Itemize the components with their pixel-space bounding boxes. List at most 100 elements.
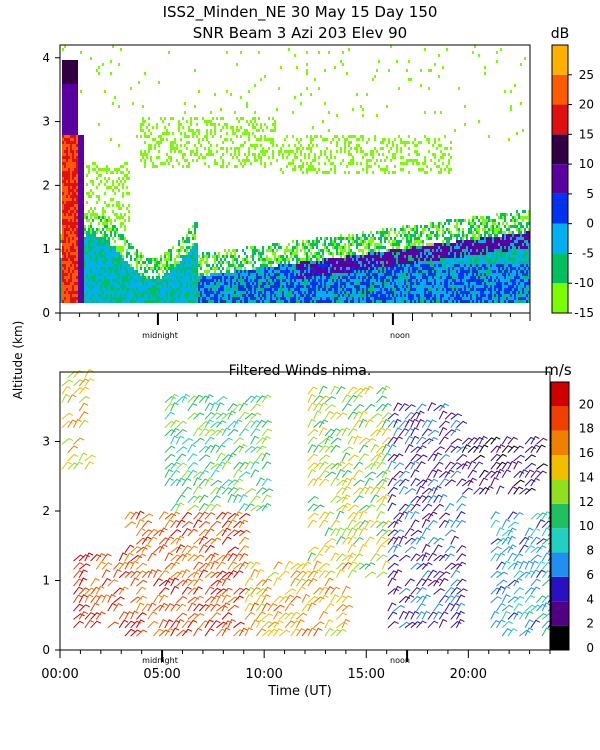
snr-cell	[296, 249, 298, 252]
snr-cell	[328, 51, 330, 54]
snr-cell	[340, 300, 342, 303]
snr-cell	[96, 294, 98, 297]
snr-cell	[418, 249, 420, 252]
snr-cell	[190, 117, 192, 120]
snr-cell	[170, 144, 172, 147]
snr-cell	[60, 258, 62, 261]
snr-cell	[308, 240, 310, 243]
snr-cell	[368, 279, 370, 282]
snr-cell	[144, 276, 146, 279]
snr-cell	[380, 261, 382, 264]
snr-cell	[334, 273, 336, 276]
snr-cell	[108, 264, 110, 267]
snr-cell	[238, 300, 240, 303]
snr-cell	[192, 288, 194, 291]
snr-cell	[392, 255, 394, 258]
snr-cell	[406, 291, 408, 294]
snr-cell	[400, 138, 402, 141]
snr-cell	[164, 285, 166, 288]
snr-cell	[222, 291, 224, 294]
snr-cell	[170, 276, 172, 279]
snr-cell	[412, 300, 414, 303]
snr-cell	[116, 291, 118, 294]
snr-cell	[212, 297, 214, 300]
snr-cell	[426, 234, 428, 237]
snr-cell	[258, 129, 260, 132]
snr-cell	[62, 183, 64, 186]
snr-cell	[412, 294, 414, 297]
snr-cell	[270, 261, 272, 264]
snr-cell	[290, 279, 292, 282]
snr-cell	[414, 291, 416, 294]
snr-cell	[64, 129, 66, 132]
snr-cell	[316, 288, 318, 291]
snr-cell	[66, 153, 68, 156]
snr-cell	[352, 240, 354, 243]
snr-cell	[66, 144, 68, 147]
snr-cell	[294, 54, 296, 57]
snr-cell	[280, 261, 282, 264]
snr-cell	[404, 288, 406, 291]
snr-cell	[72, 135, 74, 138]
snr-cell	[198, 282, 200, 285]
snr-cell	[116, 168, 118, 171]
snr-cell	[396, 264, 398, 267]
snr-cell	[430, 249, 432, 252]
snr-cell	[354, 279, 356, 282]
snr-cell	[376, 279, 378, 282]
snr-cell	[254, 267, 256, 270]
snr-cell	[92, 285, 94, 288]
snr-cell	[356, 276, 358, 279]
snr-cell	[196, 243, 198, 246]
snr-cell	[124, 273, 126, 276]
snr-cell	[264, 150, 266, 153]
snr-cell	[302, 273, 304, 276]
snr-cell	[242, 117, 244, 120]
snr-cell	[286, 258, 288, 261]
snr-cell	[316, 243, 318, 246]
snr-cell	[142, 255, 144, 258]
snr-cell	[62, 126, 64, 129]
snr-cell	[68, 165, 70, 168]
snr-cell	[272, 273, 274, 276]
snr-cell	[68, 129, 70, 132]
snr-cell	[126, 186, 128, 189]
snr-cell	[414, 255, 416, 258]
snr-cell	[68, 177, 70, 180]
snr-cell	[358, 243, 360, 246]
snr-cell	[378, 273, 380, 276]
snr-cell	[82, 246, 84, 249]
snr-cell	[392, 258, 394, 261]
snr-cell	[330, 273, 332, 276]
snr-cell	[154, 297, 156, 300]
snr-cell	[300, 276, 302, 279]
snr-cell	[222, 141, 224, 144]
snr-cell	[390, 243, 392, 246]
snr-cell	[278, 264, 280, 267]
snr-cell	[104, 279, 106, 282]
snr-cell	[192, 270, 194, 273]
snr-cell	[418, 141, 420, 144]
snr-cell	[350, 279, 352, 282]
snr-cell	[314, 270, 316, 273]
snr-cell	[362, 264, 364, 267]
snr-cell	[88, 225, 90, 228]
snr-cell	[200, 297, 202, 300]
snr-cell	[298, 267, 300, 270]
snr-cell	[384, 234, 386, 237]
snr-cell	[300, 153, 302, 156]
snr-cell	[388, 273, 390, 276]
snr-cell	[312, 282, 314, 285]
snr-cell	[182, 258, 184, 261]
snr-cell	[420, 264, 422, 267]
snr-cell	[370, 159, 372, 162]
snr-cell	[394, 267, 396, 270]
snr-cell	[76, 171, 78, 174]
snr-cell	[156, 279, 158, 282]
snr-cell	[260, 252, 262, 255]
snr-cell	[360, 135, 362, 138]
snr-cell	[76, 204, 78, 207]
snr-cell	[146, 285, 148, 288]
snr-cell	[230, 147, 232, 150]
snr-cell	[400, 288, 402, 291]
